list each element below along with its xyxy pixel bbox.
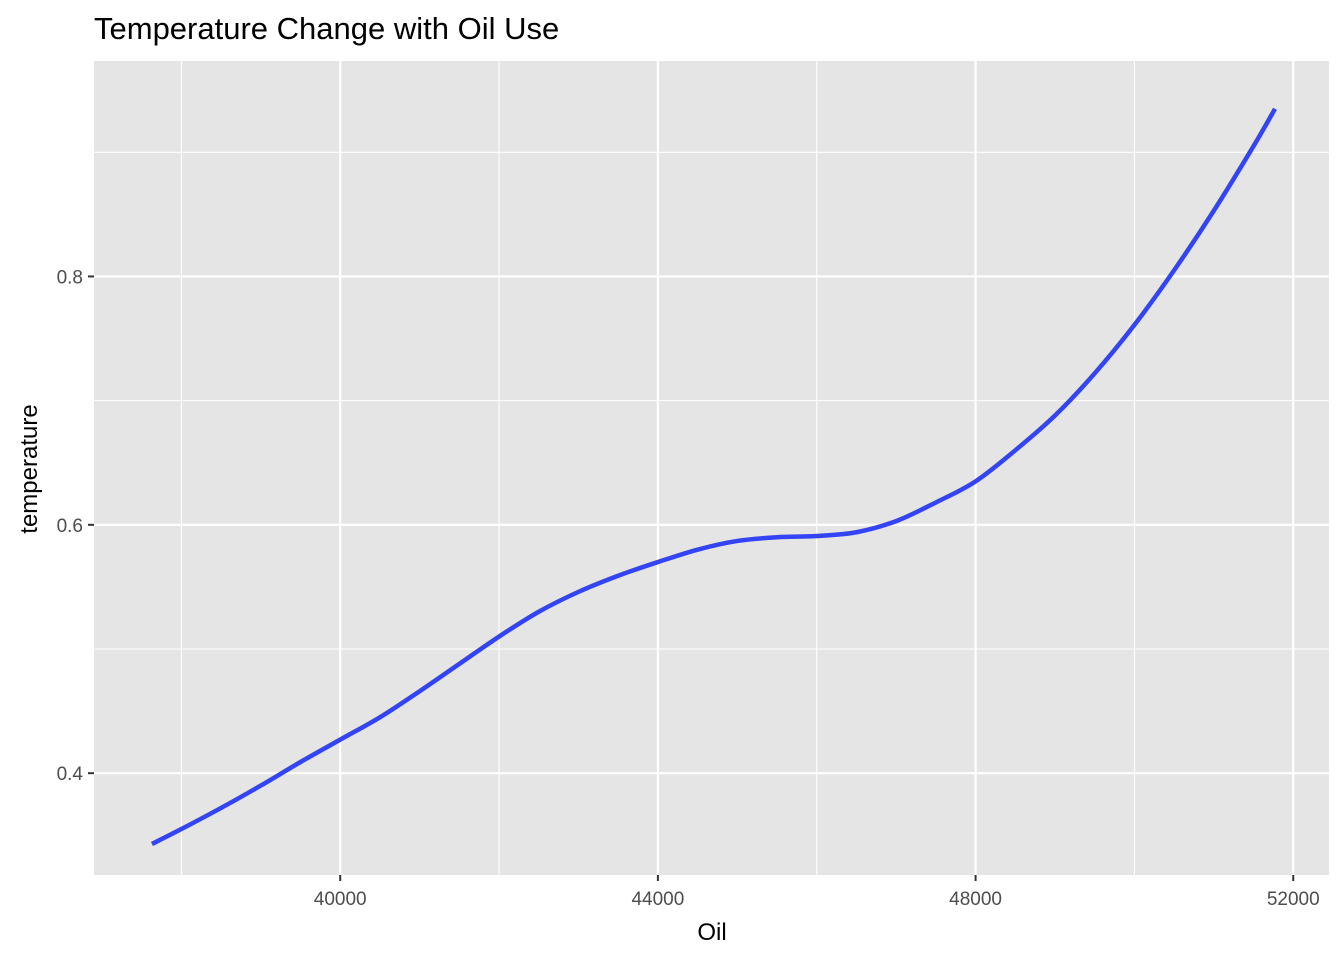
y-tick-label-1: 0.6 — [57, 516, 83, 537]
series-line-0 — [150, 107, 1277, 846]
y-tick-label-2: 0.8 — [57, 267, 83, 288]
y-axis-title: temperature — [16, 404, 43, 533]
x-axis-title: Oil — [697, 919, 726, 946]
axes: 40000 44000 48000 52000 0.4 0.6 0.8 — [57, 267, 1320, 910]
x-tick-label-3: 52000 — [1267, 889, 1320, 910]
x-tick-label-0: 40000 — [314, 889, 367, 910]
x-tick-label-1: 44000 — [631, 889, 684, 910]
plot-panel — [94, 61, 1329, 875]
y-tick-label-0: 0.4 — [57, 764, 84, 785]
x-tick-label-2: 48000 — [949, 889, 1002, 910]
panel-background — [94, 61, 1329, 875]
chart-title: Temperature Change with Oil Use — [94, 11, 559, 46]
line-layer — [150, 107, 1277, 846]
